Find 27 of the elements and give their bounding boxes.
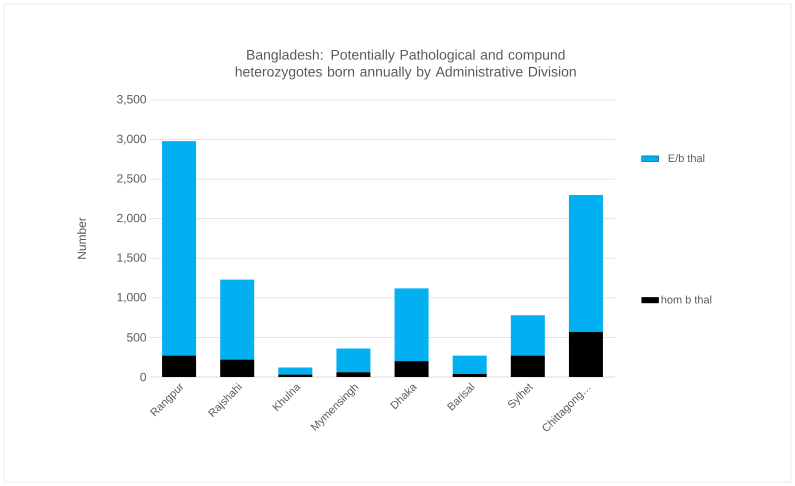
bar	[336, 372, 370, 377]
bar	[278, 367, 312, 375]
bar	[452, 356, 487, 374]
y-tick-label: 1,000	[117, 292, 146, 303]
bar	[510, 315, 545, 356]
y-tick-label: 2,000	[117, 214, 146, 224]
legend-label: hom b thal	[662, 295, 712, 304]
bar	[568, 332, 603, 377]
y-tick-label: 1,500	[117, 253, 146, 264]
bar	[452, 374, 487, 377]
bar	[162, 141, 196, 356]
y-tick-label: 2,500	[117, 174, 146, 184]
bar	[162, 356, 196, 377]
bar	[394, 361, 429, 377]
bar	[220, 280, 254, 360]
bar	[510, 356, 545, 377]
y-axis-title: Number	[77, 217, 86, 259]
bar	[394, 288, 429, 362]
y-tick-label: 3,000	[117, 134, 146, 144]
bar	[336, 348, 370, 372]
chart-title: Bangladesh: Potentially Pathological and compund heterozygotes born annually by Administrative Division	[236, 49, 576, 80]
bar	[220, 360, 254, 377]
y-tick-label: 0	[140, 372, 146, 382]
bar	[568, 194, 603, 332]
legend-label: E/b thal	[668, 154, 704, 162]
y-tick-label: 3,500	[117, 95, 146, 105]
y-tick-label: 500	[127, 333, 146, 342]
